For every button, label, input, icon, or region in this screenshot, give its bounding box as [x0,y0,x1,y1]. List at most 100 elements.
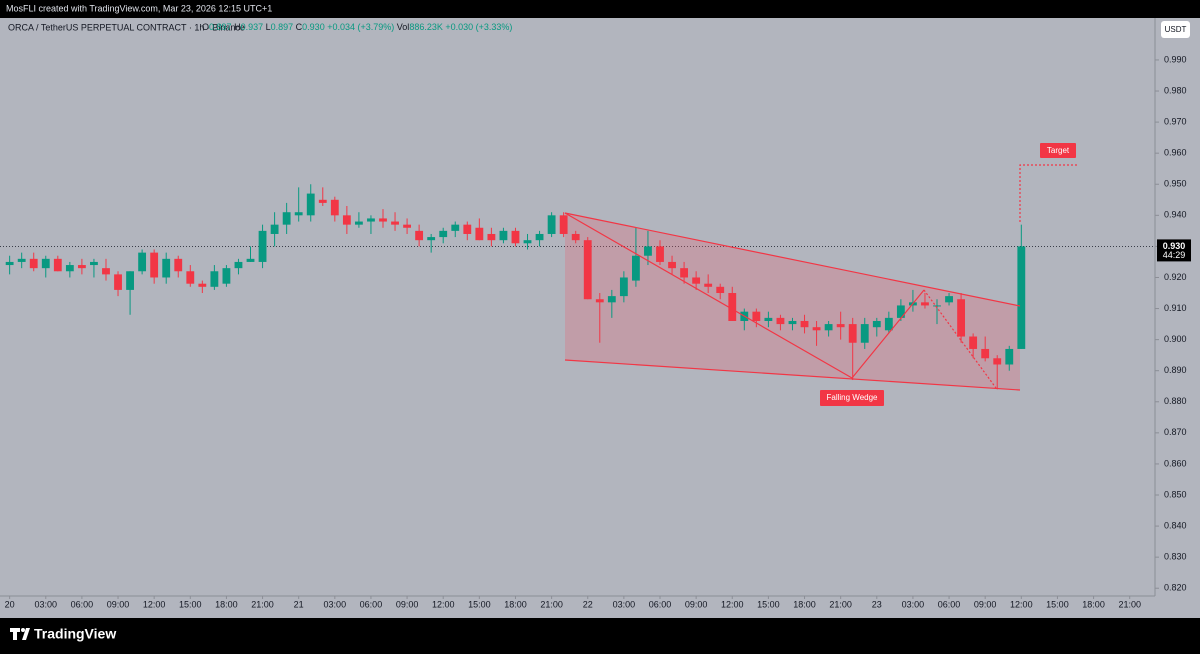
candle-body [872,320,881,328]
candle-body [535,233,544,241]
candle-body [451,224,460,231]
y-tick-label: 0.900 [1164,334,1187,344]
x-tick-label: 06:00 [938,599,961,609]
candle-body [945,296,953,303]
y-tick-label: 0.990 [1164,54,1187,64]
x-tick-label: 03:00 [35,599,58,609]
x-tick-label: 21:00 [251,599,274,609]
candle-body [318,199,327,203]
candle-body [728,293,737,321]
legend-volume: 886.23K [409,22,443,32]
currency[interactable]: USDT [1165,25,1187,34]
y-tick-label: 0.890 [1164,365,1187,375]
candle-body [680,268,689,278]
last-price-box [1157,239,1191,262]
candle-body [981,348,990,359]
y-tick-label: 0.840 [1164,520,1187,530]
x-tick-label: 06:00 [649,599,672,609]
x-tick-label: 03:00 [324,599,347,609]
candle-body [824,324,833,331]
x-tick-label: 12:00 [143,599,166,609]
brand-logo [10,628,30,640]
currency-button[interactable] [1161,21,1190,38]
last-price-label: 0.930 [1163,241,1186,251]
candle-body [752,311,761,321]
x-tick-label: 21:00 [829,599,852,609]
candle-body [475,227,484,241]
x-tick-label: 18:00 [793,599,816,609]
candle-body [439,230,448,238]
candle-body [246,258,255,262]
target-label: Target [1047,146,1070,155]
x-tick-label: 03:00 [613,599,636,609]
x-tick-label: 23 [872,599,882,609]
candle-body [342,215,351,225]
candle-body [403,224,411,228]
y-tick-label: 0.850 [1164,489,1187,499]
x-tick-label: 22 [583,599,593,609]
candle-body [294,212,303,216]
candle-body [126,271,134,290]
candle-body [668,261,676,269]
candle-body [53,258,62,272]
candle-body [800,320,809,328]
x-tick-label: 12:00 [721,599,744,609]
x-tick-label: 09:00 [396,599,419,609]
x-tick-label: 20 [5,599,15,609]
candle-body [1005,348,1014,365]
candle-body [896,305,905,318]
candle-body [1017,246,1026,349]
brand-logo-dot [21,628,25,632]
y-tick-label: 0.970 [1164,116,1187,126]
target-box [1040,143,1076,158]
y-tick-label: 0.880 [1164,396,1187,406]
candle-body [415,230,424,241]
y-tick-label: 0.950 [1164,179,1187,189]
candle-body [812,327,821,331]
legend-key: O [202,22,209,32]
candle-body [427,237,436,241]
wedge-upper [564,212,1021,307]
x-tick-label: 21 [294,599,304,609]
x-tick-label: 06:00 [71,599,94,609]
legend-change: +0.034 (+3.79%) [327,22,394,32]
x-tick-label: 21:00 [1118,599,1141,609]
ohlc-legend: O0.897 H0.937 L0.897 C0.930 +0.034 (+3.7… [202,22,512,32]
candle-body [487,233,496,241]
candle-body [162,258,171,278]
y-tick-label: 0.940 [1164,210,1187,220]
candle-body [41,258,50,269]
candle-body [90,261,98,266]
wedge-lower [564,359,1021,391]
candle-body [5,261,14,266]
y-tick-label: 0.920 [1164,272,1187,282]
legend-key: H [234,22,241,32]
x-tick-label: 09:00 [685,599,708,609]
candle-body [102,268,110,275]
x-tick-label: 15:00 [1046,599,1069,609]
candle-body [595,299,604,303]
legend-key: L [266,22,271,32]
candle-body [499,230,508,241]
y-tick-label: 0.820 [1164,583,1187,593]
candle-body [511,230,520,244]
candle-body [306,193,315,216]
candle-body [222,268,231,284]
candle-body [77,265,86,269]
candle-body [391,221,399,225]
x-tick-label: 18:00 [215,599,238,609]
candle-body [174,258,183,272]
legend-value: 0.937 [241,22,264,32]
candle-body [379,218,387,222]
wedge-area [565,213,1020,390]
candle-body [210,271,219,287]
x-tick-label: 18:00 [1082,599,1105,609]
legend: ORCA / TetherUS PERPETUAL CONTRACT · 1h … [8,22,512,32]
y-tick-label: 0.960 [1164,148,1187,158]
x-tick-label: 15:00 [757,599,780,609]
candle-body [860,324,869,343]
candle-body [547,215,556,234]
brand: TradingView [10,626,116,642]
x-tick-label: 15:00 [179,599,202,609]
candle-body [583,240,592,300]
